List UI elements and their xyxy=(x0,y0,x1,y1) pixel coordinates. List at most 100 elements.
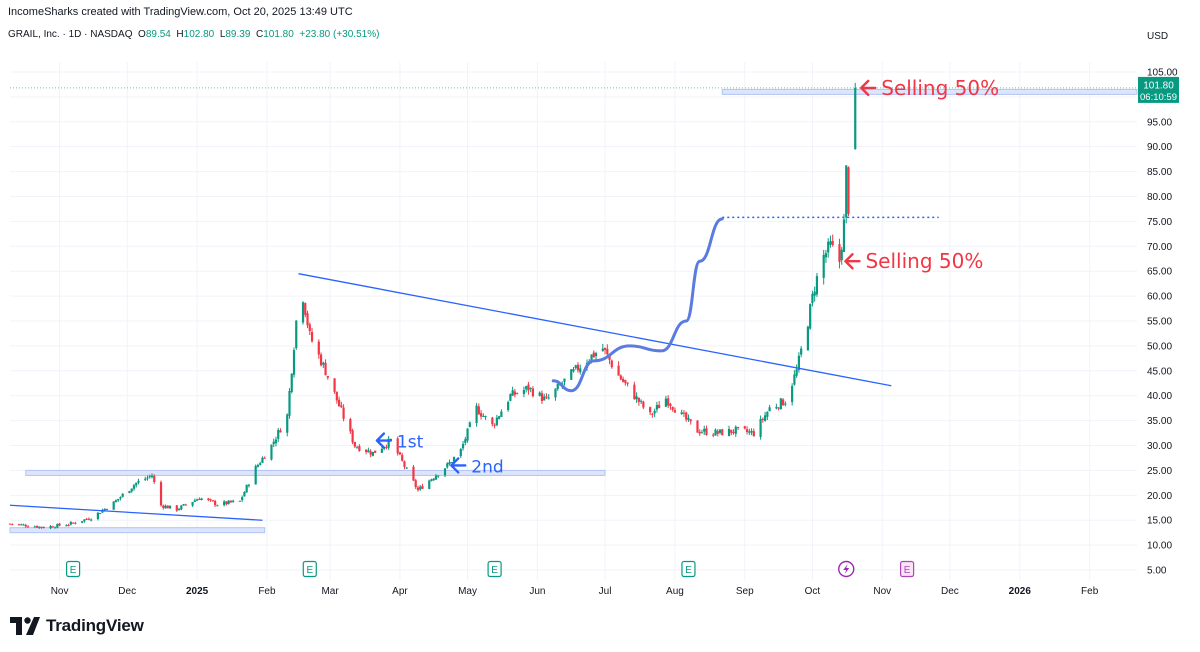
candle-body xyxy=(175,505,178,511)
candle-body xyxy=(182,504,185,506)
candle-body xyxy=(669,403,672,407)
earnings-icon[interactable] xyxy=(899,560,915,578)
candle-body xyxy=(358,446,361,451)
price-tick-label: 85.00 xyxy=(1147,167,1172,178)
support-zone xyxy=(25,469,606,476)
candle-body xyxy=(340,405,343,408)
candle-body xyxy=(263,457,266,459)
last-price-tag-box xyxy=(1138,76,1179,103)
candle-body xyxy=(491,417,494,425)
candle-body xyxy=(184,504,187,506)
candle-body xyxy=(211,500,214,502)
candle-body xyxy=(682,412,686,414)
candle-body xyxy=(24,525,27,527)
candle-body xyxy=(81,521,84,523)
candle-body xyxy=(579,368,582,373)
candle-body xyxy=(633,384,636,400)
candle-body xyxy=(198,499,201,501)
candle-body xyxy=(416,487,420,491)
candle-body xyxy=(20,524,23,526)
candle-body xyxy=(649,407,652,413)
candle-body xyxy=(640,400,643,402)
candle-body xyxy=(827,241,830,253)
price-tick-label: 50.00 xyxy=(1147,341,1172,352)
legend-low: 89.39 xyxy=(225,29,251,40)
candle-body xyxy=(317,341,320,355)
lightning-glyph xyxy=(843,564,850,574)
candle-body xyxy=(159,482,163,506)
candle-body xyxy=(461,443,465,449)
annotation-arrow xyxy=(375,432,393,449)
candle-body xyxy=(369,451,372,455)
time-tick-label: Dec xyxy=(118,586,136,597)
earnings-icon[interactable] xyxy=(681,560,696,578)
candle-body xyxy=(800,348,803,355)
candle-body xyxy=(150,475,154,478)
candle-body xyxy=(209,499,212,501)
candle-body xyxy=(538,392,541,396)
candle-body xyxy=(768,407,771,412)
candle-body xyxy=(274,439,278,444)
price-tick-label: 80.00 xyxy=(1147,192,1172,203)
candle-body xyxy=(513,391,516,395)
legend-open: 89.54 xyxy=(145,29,171,40)
candle-body xyxy=(653,410,656,414)
candle-body xyxy=(813,291,816,296)
candle-body xyxy=(153,475,156,483)
price-axis[interactable]: USD105.00100.0095.0090.0085.0080.0075.00… xyxy=(1147,31,1178,577)
candle-body xyxy=(777,407,780,409)
annotation-label: 1st xyxy=(397,433,424,453)
symbol-title[interactable]: GRAIL, Inc. · 1D · NASDAQ xyxy=(8,29,133,40)
candle-body xyxy=(734,426,737,434)
candle-body xyxy=(22,524,25,526)
candle-body xyxy=(556,383,559,390)
earnings-icon[interactable] xyxy=(302,560,317,578)
candle-body xyxy=(42,527,45,529)
candle-body xyxy=(65,525,68,527)
candle-body xyxy=(727,428,731,436)
candle-body xyxy=(673,410,677,413)
candle-body xyxy=(563,378,566,382)
time-axis[interactable]: Nov Dec 2025 Feb Mar Apr May Jun Jul Aug Sep Oct Nov… xyxy=(51,586,1099,597)
time-tick-label: Nov xyxy=(873,586,891,597)
candle-body xyxy=(333,378,336,392)
price-tick-label: 25.00 xyxy=(1147,466,1172,477)
candle-body xyxy=(736,426,740,428)
candle-body xyxy=(466,428,469,441)
tradingview-logo[interactable]: TradingView xyxy=(10,616,144,636)
candle-body xyxy=(337,399,341,407)
candle-body xyxy=(750,430,753,433)
legend-high: 102.80 xyxy=(183,29,215,40)
candle-body xyxy=(507,402,510,411)
footer: TradingView xyxy=(0,604,1200,652)
candle-body xyxy=(87,518,90,520)
candle-body xyxy=(245,484,248,493)
earnings-icon[interactable] xyxy=(487,560,502,578)
candle-body xyxy=(446,463,449,468)
candle-body xyxy=(594,353,598,357)
candle-body xyxy=(743,426,746,429)
candle-body xyxy=(705,428,708,435)
candle-body xyxy=(121,493,124,497)
candle-body xyxy=(238,500,242,502)
time-tick-label: Aug xyxy=(666,586,684,597)
candle-body xyxy=(450,462,453,464)
candle-body xyxy=(162,505,165,508)
price-tick-label: 20.00 xyxy=(1147,491,1172,502)
candle-body xyxy=(229,500,232,503)
projected-path xyxy=(551,217,724,393)
candle-body xyxy=(637,397,640,403)
candle-body xyxy=(815,276,819,295)
time-tick-label: Dec xyxy=(941,586,959,597)
candle-body xyxy=(385,446,388,448)
legend-close: 101.80 xyxy=(263,29,294,40)
candle-body xyxy=(128,491,131,494)
candle-body xyxy=(216,505,219,507)
time-tick-label: Sep xyxy=(736,586,754,597)
currency-label: USD xyxy=(1147,31,1168,42)
candle-body xyxy=(304,303,307,315)
earnings-icon[interactable] xyxy=(66,560,81,578)
candle-body xyxy=(824,253,828,258)
